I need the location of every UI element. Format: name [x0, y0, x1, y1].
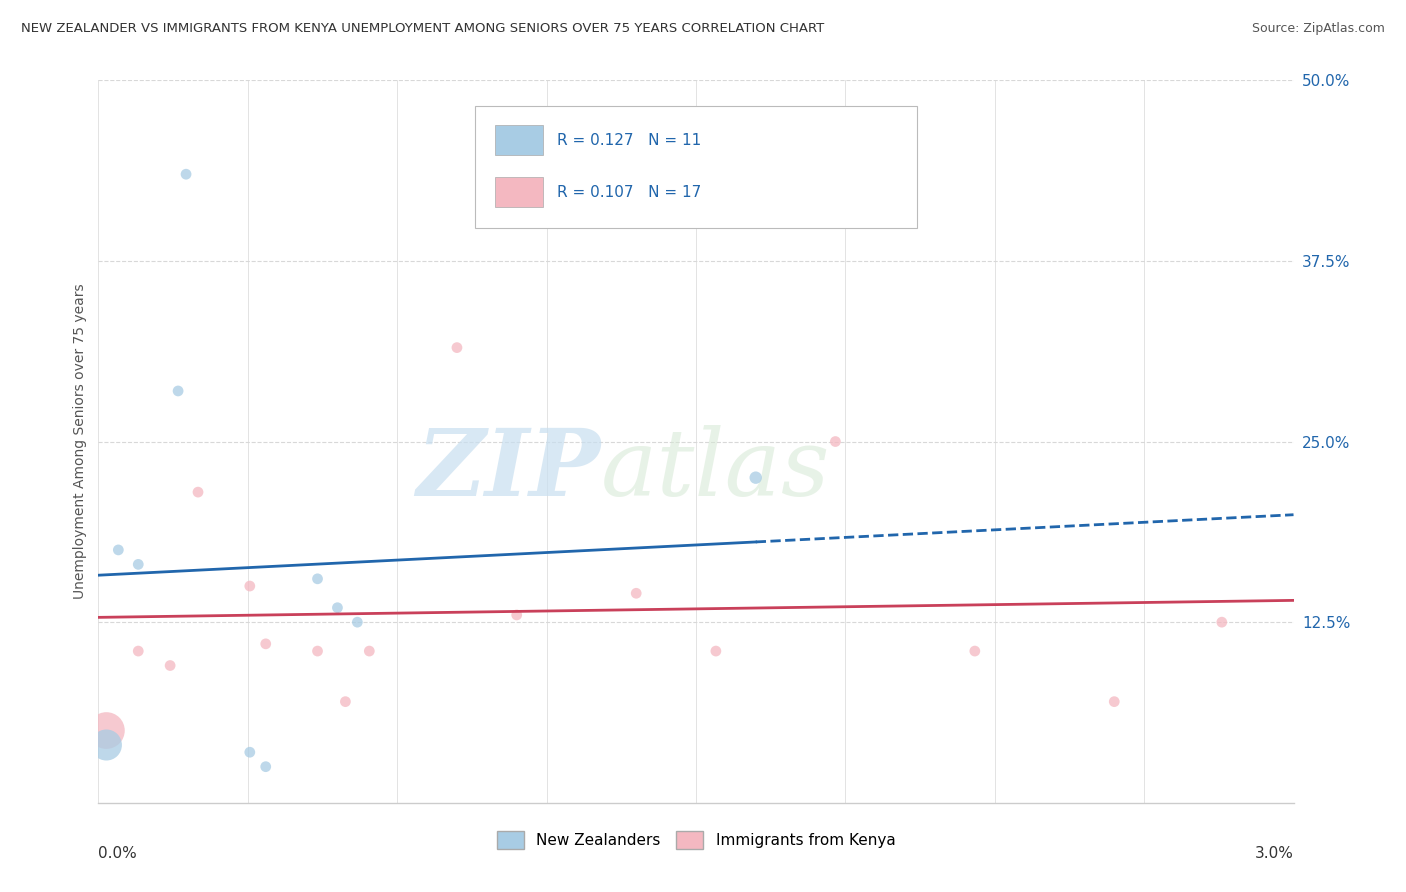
- Point: [307, 572, 329, 586]
- Point: [187, 485, 209, 500]
- Point: [239, 579, 262, 593]
- Point: [96, 738, 118, 752]
- Point: [96, 723, 118, 738]
- Bar: [495, 178, 543, 208]
- Point: [745, 471, 768, 485]
- Text: Source: ZipAtlas.com: Source: ZipAtlas.com: [1251, 22, 1385, 36]
- Text: NEW ZEALANDER VS IMMIGRANTS FROM KENYA UNEMPLOYMENT AMONG SENIORS OVER 75 YEARS : NEW ZEALANDER VS IMMIGRANTS FROM KENYA U…: [21, 22, 824, 36]
- Legend: New Zealanders, Immigrants from Kenya: New Zealanders, Immigrants from Kenya: [489, 823, 903, 856]
- Bar: [495, 125, 543, 155]
- Point: [446, 341, 468, 355]
- Text: 3.0%: 3.0%: [1254, 847, 1294, 861]
- FancyBboxPatch shape: [475, 105, 917, 228]
- Point: [254, 637, 277, 651]
- Point: [159, 658, 181, 673]
- Point: [704, 644, 727, 658]
- Point: [307, 644, 329, 658]
- Point: [107, 542, 129, 557]
- Point: [963, 644, 986, 658]
- Point: [335, 695, 357, 709]
- Point: [1102, 695, 1125, 709]
- Point: [326, 600, 349, 615]
- Text: atlas: atlas: [600, 425, 830, 516]
- Point: [127, 558, 149, 572]
- Point: [346, 615, 368, 630]
- Point: [359, 644, 381, 658]
- Point: [626, 586, 648, 600]
- Point: [127, 644, 149, 658]
- Point: [506, 607, 529, 622]
- Text: ZIP: ZIP: [416, 425, 600, 516]
- Point: [174, 167, 197, 181]
- Point: [824, 434, 846, 449]
- Point: [1211, 615, 1233, 630]
- Text: R = 0.107   N = 17: R = 0.107 N = 17: [557, 185, 702, 200]
- Text: 0.0%: 0.0%: [98, 847, 138, 861]
- Point: [239, 745, 262, 759]
- Point: [254, 760, 277, 774]
- Text: R = 0.127   N = 11: R = 0.127 N = 11: [557, 133, 702, 148]
- Y-axis label: Unemployment Among Seniors over 75 years: Unemployment Among Seniors over 75 years: [73, 284, 87, 599]
- Point: [167, 384, 190, 398]
